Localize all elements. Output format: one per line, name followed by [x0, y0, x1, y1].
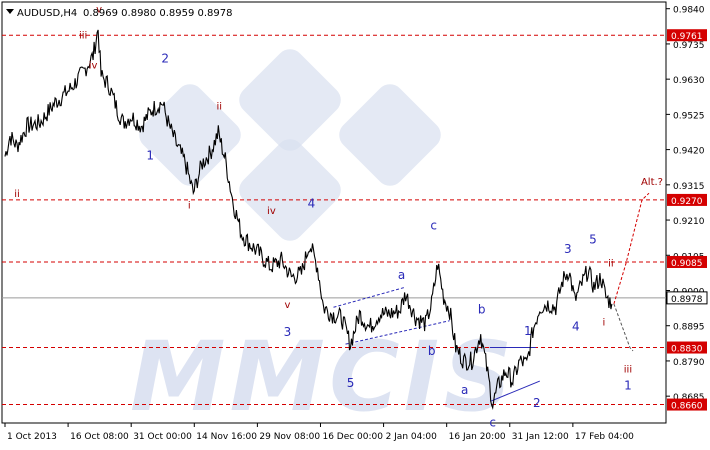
- level-price-badge: [667, 398, 707, 411]
- wave-channels: [333, 286, 541, 402]
- plot-frame: [1, 1, 667, 424]
- x-tick-label: 31 Jan 12:00: [512, 432, 569, 442]
- wave-label: 1: [524, 324, 532, 338]
- symbol-label: AUDUSD,H4: [17, 8, 77, 19]
- wave-label: ii: [14, 189, 20, 200]
- level-price-label: 0.9270: [671, 197, 703, 207]
- channel-line: [345, 320, 450, 345]
- wave-labels: viiiivii21iiiiv4v3cab5bac12354iiiiii1Alt…: [14, 5, 663, 430]
- current-price-badge: [666, 291, 708, 305]
- y-tick-label: 0.8685: [673, 393, 705, 403]
- watermark-shape: [239, 49, 341, 151]
- y-tick-label: 0.9315: [673, 182, 705, 192]
- level-price-badge: [667, 255, 707, 268]
- ohlc-values: 0.8969 0.8980 0.8959 0.8978: [83, 8, 233, 19]
- level-price-badge: [667, 29, 707, 42]
- wave-label: 3: [284, 325, 292, 339]
- wave-label: 4: [308, 196, 316, 210]
- price-series: [4, 29, 613, 410]
- y-tick-label: 0.8895: [673, 323, 705, 333]
- y-tick-label: 0.9735: [673, 41, 705, 51]
- x-tick-label: 16 Jan 20:00: [449, 432, 506, 442]
- wave-label: ii: [608, 258, 614, 269]
- time-axis: 1 Oct 2013 16 Oct 08:00 31 Oct 00:00 14 Nov…: [4, 423, 634, 442]
- wave-label: c: [430, 218, 437, 232]
- wave-label: 5: [347, 376, 355, 390]
- x-tick-label: 2 Jan 04:00: [386, 432, 438, 442]
- wave-label: v: [96, 5, 102, 16]
- wave-label: v: [284, 300, 290, 311]
- dropdown-triangle-icon[interactable]: [6, 9, 14, 14]
- wave-label: a: [398, 268, 405, 282]
- wave-label: i: [603, 318, 606, 329]
- y-tick-label: 0.9525: [673, 111, 705, 121]
- x-tick-label: 17 Feb 04:00: [575, 432, 634, 442]
- y-tick-label: 0.9840: [673, 6, 705, 16]
- wave-label: 1: [624, 378, 632, 392]
- wave-label: iv: [89, 60, 98, 71]
- y-tick-label: 0.9210: [673, 217, 705, 227]
- x-tick-label: 16 Dec 00:00: [322, 432, 383, 442]
- x-tick-label: 31 Oct 00:00: [133, 432, 192, 442]
- forecast-projections: [613, 192, 650, 352]
- wave-label: b: [428, 344, 436, 358]
- watermark-shape: [339, 84, 441, 186]
- level-price-badge: [667, 193, 707, 206]
- y-tick-label: 0.9420: [673, 147, 705, 157]
- x-tick-label: 16 Oct 08:00: [70, 432, 129, 442]
- wave-label: ii: [217, 101, 223, 112]
- watermark: MMCIS: [130, 49, 516, 433]
- level-price-label: 0.9761: [671, 32, 703, 42]
- wave-label: Alt.?: [641, 177, 663, 188]
- x-tick-label: 14 Nov 16:00: [196, 432, 257, 442]
- alt-projection-line: [613, 192, 650, 305]
- y-tick-label: 0.8790: [673, 358, 705, 368]
- watermark-shape: [239, 139, 341, 241]
- level-price-badge: [667, 341, 707, 354]
- wave-label: iii: [79, 31, 87, 42]
- wave-label: i: [188, 200, 191, 211]
- x-tick-label: 29 Nov 08:00: [259, 432, 320, 442]
- watermark-text: MMCIS: [130, 321, 516, 433]
- price-line: [4, 29, 613, 410]
- wave-label: 4: [572, 320, 580, 334]
- wave-label: 1: [146, 149, 154, 163]
- channel-line: [333, 286, 406, 308]
- wave-label: b: [478, 302, 486, 316]
- support-resistance-levels: [2, 34, 666, 406]
- wave-label: iv: [267, 206, 276, 217]
- chart-header: AUDUSD,H4 0.8969 0.8980 0.8959 0.8978: [6, 8, 233, 19]
- level-price-label: 0.8660: [671, 402, 703, 412]
- wave-label: 2: [533, 396, 541, 410]
- wave-label: iii: [624, 365, 632, 376]
- main-projection-line: [613, 303, 634, 352]
- wave-label: a: [461, 383, 468, 397]
- wave-label: 3: [564, 242, 572, 256]
- wave-label: 2: [161, 51, 169, 65]
- x-tick-label: 1 Oct 2013: [7, 432, 57, 442]
- wave-label: 5: [589, 233, 597, 247]
- channel-line: [490, 380, 541, 402]
- price-axis: 0.9840 0.9735 0.9630 0.9525 0.9420 0.9315 0.92…: [666, 6, 708, 412]
- watermark-shape: [139, 84, 241, 186]
- wave-label: c: [489, 415, 496, 429]
- level-price-label: 0.8830: [671, 345, 703, 355]
- y-tick-label: 0.9630: [673, 76, 705, 86]
- level-price-label: 0.9085: [671, 259, 703, 269]
- current-price-label: 0.8978: [671, 295, 703, 305]
